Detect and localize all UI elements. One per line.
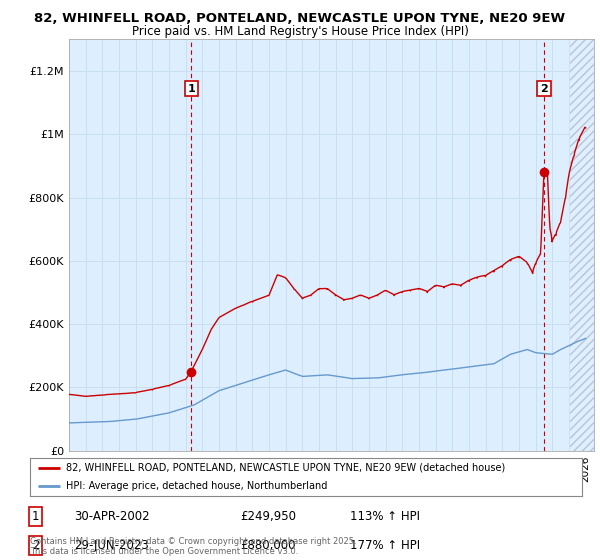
Text: 30-APR-2002: 30-APR-2002 — [74, 510, 150, 522]
Text: 113% ↑ HPI: 113% ↑ HPI — [350, 510, 420, 522]
Bar — [571, 39, 594, 451]
Text: 82, WHINFELL ROAD, PONTELAND, NEWCASTLE UPON TYNE, NE20 9EW (detached house): 82, WHINFELL ROAD, PONTELAND, NEWCASTLE … — [66, 463, 505, 473]
Text: 2: 2 — [32, 539, 39, 552]
Text: 29-JUN-2023: 29-JUN-2023 — [74, 539, 149, 552]
Text: 177% ↑ HPI: 177% ↑ HPI — [350, 539, 420, 552]
Bar — [571, 39, 594, 451]
Text: 1: 1 — [32, 510, 39, 522]
Text: 82, WHINFELL ROAD, PONTELAND, NEWCASTLE UPON TYNE, NE20 9EW: 82, WHINFELL ROAD, PONTELAND, NEWCASTLE … — [34, 12, 566, 25]
Text: £880,000: £880,000 — [240, 539, 295, 552]
Text: £249,950: £249,950 — [240, 510, 296, 522]
Text: 2: 2 — [540, 83, 548, 94]
Text: Price paid vs. HM Land Registry's House Price Index (HPI): Price paid vs. HM Land Registry's House … — [131, 25, 469, 38]
Text: Contains HM Land Registry data © Crown copyright and database right 2025.
This d: Contains HM Land Registry data © Crown c… — [30, 536, 356, 556]
Text: 1: 1 — [187, 83, 195, 94]
Text: HPI: Average price, detached house, Northumberland: HPI: Average price, detached house, Nort… — [66, 481, 327, 491]
